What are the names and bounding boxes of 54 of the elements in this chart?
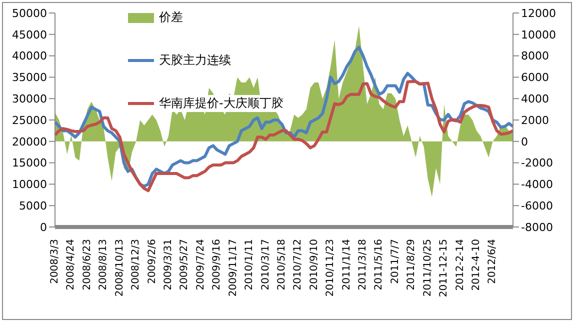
- legend-label: 天胶主力连续: [157, 52, 233, 69]
- legend-label: 价差: [157, 9, 185, 26]
- x-tick-label: 2009/3/31: [162, 239, 174, 290]
- x-tick-label: 2010/11/23: [325, 239, 336, 297]
- x-tick-label: 2010/3/17: [260, 239, 272, 290]
- x-tick-label: 2012-4-10: [471, 239, 482, 291]
- x-tick-label: 2011/7/7: [390, 239, 401, 284]
- x-tick-label: 2010/5/18: [276, 239, 288, 290]
- x-tick-label: 2010/7/12: [292, 239, 304, 290]
- y2-tick-label: 10000: [521, 28, 556, 42]
- y-tick-label: 35000: [12, 71, 47, 84]
- y-tick-label: 15000: [12, 156, 47, 170]
- x-tick-label: 2009/11/17: [228, 239, 239, 297]
- x-tick-label: 2008/10/13: [114, 239, 126, 297]
- x-tick-label: 2008/4/24: [66, 239, 77, 290]
- y2-tick-label: 0: [521, 135, 528, 148]
- y2-tick-label: -4000: [521, 178, 553, 192]
- x-tick-label: 2008/3/3: [50, 239, 60, 284]
- y-tick-label: 5000: [19, 200, 47, 213]
- y2-tick-label: 6000: [521, 71, 549, 84]
- x-tick-label: 2009/9/16: [212, 239, 223, 290]
- y2-tick-label: 2000: [521, 114, 549, 127]
- legend-label: 华南库提价-大庆顺丁胶: [157, 95, 286, 112]
- x-tick-label: 2008/12/3: [130, 239, 142, 290]
- x-tick-label: 2011/3/18: [358, 239, 369, 290]
- y2-tick-label: -6000: [521, 200, 553, 213]
- x-tick-label: 2010/1/11: [244, 239, 256, 290]
- y-tick-label: 20000: [12, 135, 47, 148]
- x-tick-label: 2012-2-14: [454, 239, 466, 291]
- y-tick-label: 0: [40, 220, 47, 234]
- x-tick-label: 2012/6/4: [487, 239, 498, 284]
- y-tick-label: 40000: [12, 50, 47, 63]
- x-tick-label: 2011/5/16: [374, 239, 385, 290]
- y2-tick-label: 4000: [521, 92, 549, 106]
- x-tick-label: 2008/8/13: [98, 239, 110, 290]
- y-tick-label: 25000: [12, 114, 47, 127]
- y2-tick-label: -8000: [521, 220, 553, 234]
- x-tick-label: 2009/5/27: [179, 239, 190, 290]
- y-tick-label: 30000: [12, 92, 47, 106]
- x-tick-label: 2010/9/10: [308, 239, 320, 290]
- y2-tick-label: 12000: [521, 6, 556, 20]
- y-tick-label: 45000: [12, 28, 47, 42]
- y-tick-label: 50000: [12, 6, 47, 20]
- y-tick-label: 10000: [12, 178, 47, 192]
- x-tick-label: 2009/7/24: [195, 239, 206, 290]
- x-tick-label: 2011/10/25: [422, 239, 434, 297]
- x-tick-label: 2011/1/14: [341, 239, 352, 290]
- y2-tick-label: -2000: [521, 156, 553, 170]
- x-tick-label: 2011-12-15: [438, 239, 450, 298]
- y2-tick-label: 8000: [521, 50, 549, 63]
- x-tick-label: 2011/8/29: [406, 239, 418, 290]
- x-tick-label: 2009/2/6: [146, 239, 158, 284]
- line-series: [54, 80, 514, 192]
- x-tick-label: 2008/6/23: [82, 239, 93, 290]
